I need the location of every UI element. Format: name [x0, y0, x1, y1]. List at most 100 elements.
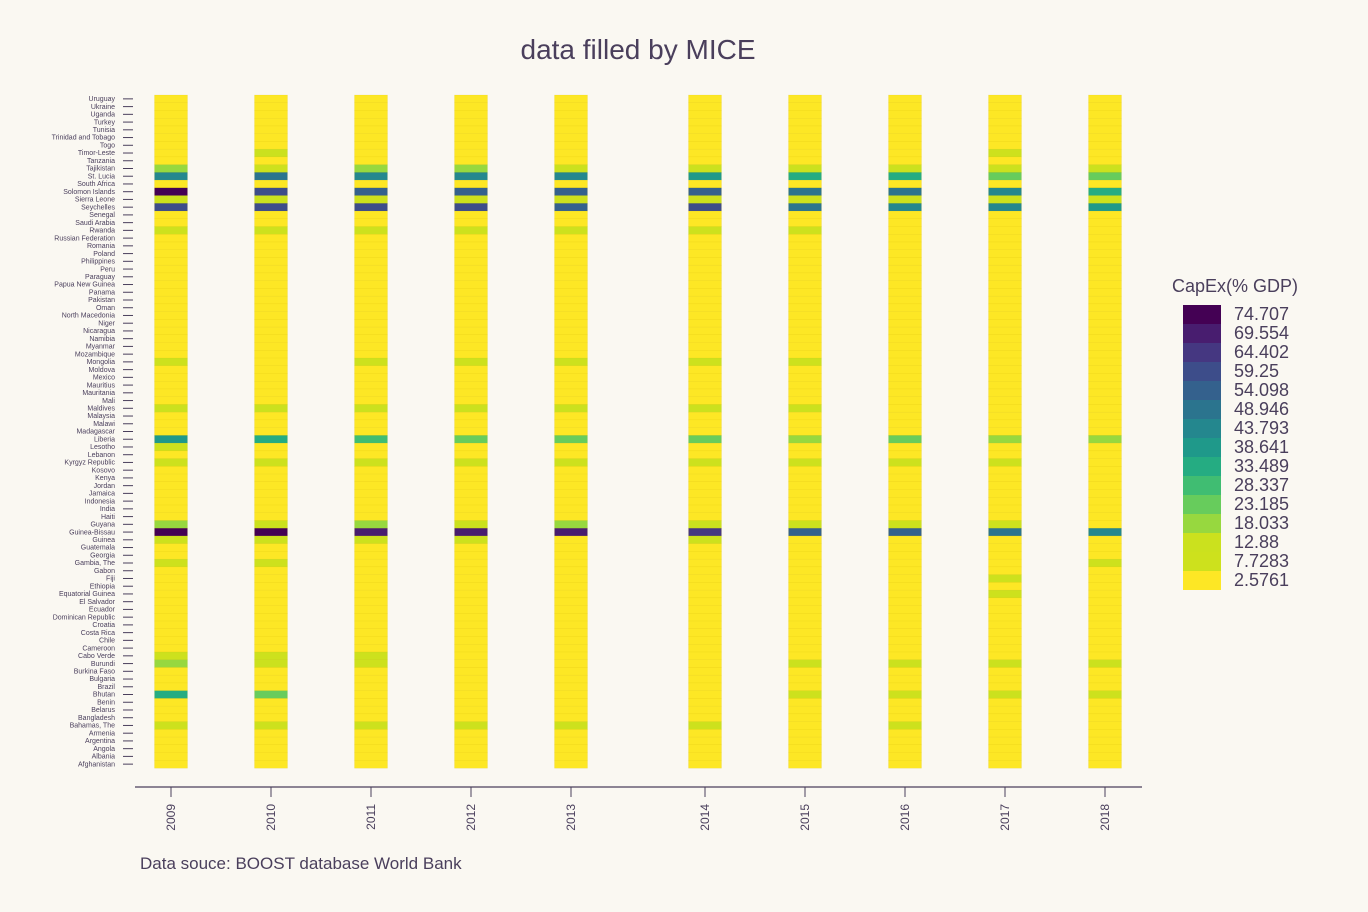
heatmap-cell [688, 110, 722, 119]
heatmap-cell [788, 613, 822, 622]
y-tick-label: Pakistan [88, 297, 115, 304]
heatmap-cell [1088, 613, 1122, 622]
heatmap-cell [688, 458, 722, 467]
heatmap-cell [354, 628, 388, 637]
heatmap-cell [154, 365, 188, 374]
heatmap-cell [454, 133, 488, 142]
heatmap-cell [454, 226, 488, 235]
y-tick-label: Brazil [97, 684, 115, 691]
y-tick-label: Fiji [106, 576, 115, 583]
heatmap-cell [988, 164, 1022, 173]
heatmap-cell [254, 442, 288, 452]
heatmap-cell [988, 551, 1022, 560]
heatmap-cell [688, 141, 722, 150]
heatmap-cell [1088, 442, 1122, 452]
heatmap-cell [888, 264, 922, 274]
y-tick-label: Myanmar [86, 344, 116, 351]
heatmap-cell [788, 357, 822, 367]
heatmap-cell [354, 466, 388, 475]
heatmap-cell [254, 458, 288, 467]
heatmap-cell [454, 172, 488, 181]
heatmap-cell [354, 442, 388, 452]
heatmap-cell [688, 527, 722, 537]
heatmap-cell [688, 651, 722, 661]
heatmap-cell [154, 280, 188, 289]
heatmap-cell [554, 744, 588, 753]
heatmap-cell [454, 566, 488, 576]
heatmap-cell [554, 729, 588, 738]
heatmap-cell [154, 760, 188, 769]
heatmap-cell [688, 241, 722, 251]
heatmap-cell [688, 628, 722, 637]
heatmap-cell [688, 118, 722, 127]
heatmap-cell [1088, 644, 1122, 653]
heatmap-cell [154, 148, 188, 158]
heatmap-cell [888, 752, 922, 761]
heatmap-cell [554, 535, 588, 545]
heatmap-cell [988, 473, 1022, 483]
heatmap-cell [788, 628, 822, 637]
y-tick-label: Belarus [91, 707, 115, 714]
heatmap-cell [888, 489, 922, 498]
heatmap-cell [554, 148, 588, 158]
heatmap-cell [688, 102, 722, 111]
heatmap-cell [688, 388, 722, 398]
heatmap-cell [1088, 535, 1122, 545]
heatmap-cell [788, 473, 822, 483]
heatmap-cell [788, 381, 822, 390]
heatmap-cell [454, 272, 488, 282]
heatmap-cell [254, 481, 288, 490]
heatmap-cell [154, 388, 188, 398]
heatmap-cell [688, 435, 722, 444]
heatmap-cell [154, 512, 188, 521]
heatmap-cell [154, 110, 188, 119]
heatmap-cell [988, 605, 1022, 614]
heatmap-cell [454, 373, 488, 382]
heatmap-cell [988, 636, 1022, 645]
x-tick-label: 2017 [998, 804, 1012, 831]
heatmap-cell [888, 636, 922, 645]
heatmap-cell [354, 489, 388, 498]
heatmap-cell [254, 698, 288, 707]
heatmap-cell [254, 597, 288, 606]
colorbar-tick-label: 69.554 [1234, 323, 1289, 343]
heatmap-cell [888, 156, 922, 166]
heatmap-cell [454, 558, 488, 568]
heatmap-cell [788, 365, 822, 374]
heatmap-cell [454, 721, 488, 730]
heatmap-cell [688, 326, 722, 336]
y-tick-label: Haiti [101, 514, 115, 521]
heatmap-cell [888, 620, 922, 630]
heatmap-cell [888, 613, 922, 622]
colorbar-tick-label: 54.098 [1234, 380, 1289, 400]
heatmap-cell [988, 241, 1022, 251]
heatmap-cell [354, 713, 388, 722]
heatmap-cell [454, 466, 488, 475]
heatmap-cell [1088, 427, 1122, 436]
heatmap-cell [154, 628, 188, 637]
heatmap-cell [454, 628, 488, 637]
heatmap-cell [354, 535, 388, 545]
heatmap-cell [688, 497, 722, 506]
colorbar-swatch [1183, 457, 1221, 476]
heatmap-cell [988, 705, 1022, 715]
y-tick-label: Namibia [89, 336, 115, 343]
heatmap-cell [988, 543, 1022, 552]
heatmap-cell [454, 489, 488, 498]
heatmap-cell [1088, 295, 1122, 305]
heatmap-cell [554, 319, 588, 328]
heatmap-cell [454, 241, 488, 251]
heatmap-cell [454, 543, 488, 552]
heatmap-cell [554, 489, 588, 498]
heatmap-cell [354, 481, 388, 490]
heatmap-cell [688, 644, 722, 653]
heatmap-cell [988, 435, 1022, 444]
heatmap-cell [1088, 674, 1122, 684]
heatmap-cell [454, 589, 488, 599]
heatmap-cell [154, 234, 188, 243]
heatmap-cell [354, 458, 388, 467]
heatmap-cell [1088, 141, 1122, 150]
heatmap-cell [688, 450, 722, 459]
heatmap-cell [154, 350, 188, 359]
heatmap-cell [788, 427, 822, 436]
